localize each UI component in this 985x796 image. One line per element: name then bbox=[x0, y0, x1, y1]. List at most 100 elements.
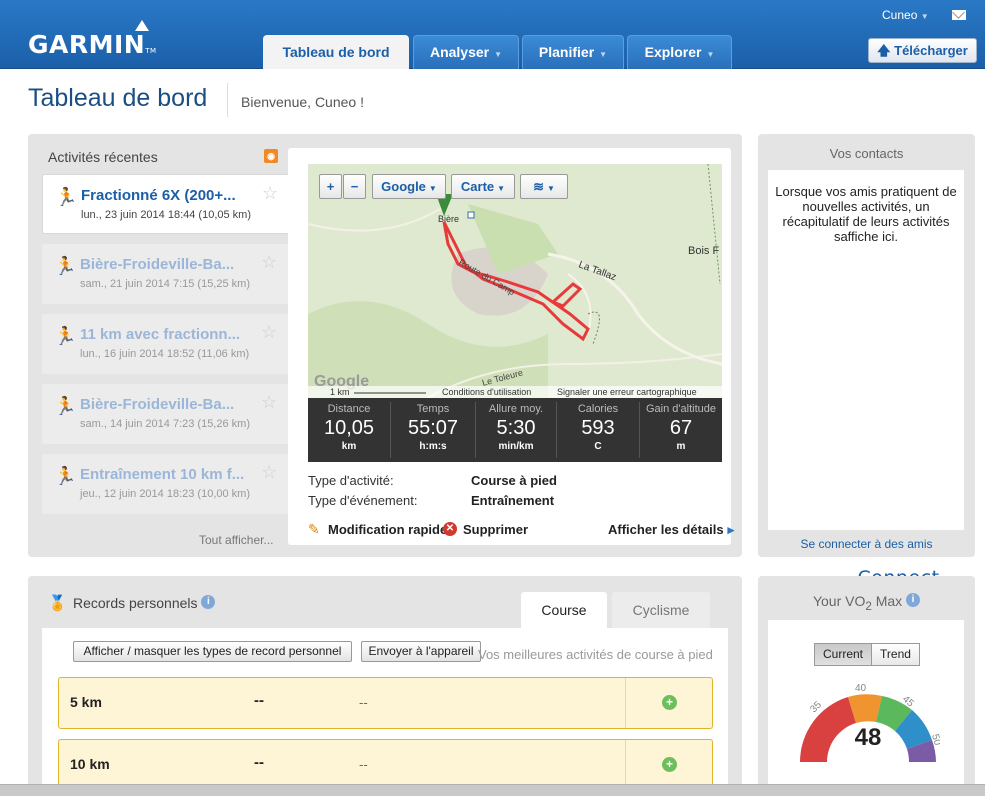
stat-label: Allure moy. bbox=[488, 403, 544, 415]
activity-item[interactable]: 🏃 11 km avec fractionn... lun., 16 juin … bbox=[42, 314, 292, 374]
star-icon[interactable]: ☆ bbox=[261, 462, 278, 482]
info-icon[interactable]: i bbox=[201, 595, 216, 609]
logo-tm: TM bbox=[145, 47, 157, 55]
chevron-right-icon: ▸ bbox=[727, 522, 735, 537]
vo2-title-pre: Your VO bbox=[812, 593, 866, 609]
add-icon[interactable]: + bbox=[662, 757, 677, 772]
star-icon[interactable]: ☆ bbox=[261, 322, 278, 342]
vo2-trend-toggle[interactable]: Trend bbox=[871, 643, 920, 666]
activity-date: sam., 14 juin 2014 7:23 (15,26 km) bbox=[80, 418, 250, 430]
stat-value: 55:07 bbox=[407, 417, 459, 439]
tab-cyclisme[interactable]: Cyclisme bbox=[612, 592, 710, 628]
activity-type-value[interactable]: Course à pied bbox=[471, 473, 557, 488]
contacts-body bbox=[768, 170, 964, 530]
stat-unit: min/km bbox=[498, 441, 534, 452]
activity-item[interactable]: 🏃 Bière-Froideville-Ba... sam., 21 juin … bbox=[42, 244, 292, 304]
toggle-record-types-button[interactable]: Afficher / masquer les types de record p… bbox=[73, 641, 352, 662]
stat-divider bbox=[390, 402, 391, 458]
activity-date: lun., 16 juin 2014 18:52 (11,06 km) bbox=[80, 348, 250, 360]
records-title: Records personnels i bbox=[73, 595, 216, 611]
gauge-tick: 30 bbox=[800, 737, 802, 750]
activity-name[interactable]: Fractionné 6X (200+... bbox=[81, 187, 236, 204]
star-icon[interactable]: ☆ bbox=[261, 392, 278, 412]
activity-date: jeu., 12 juin 2014 18:23 (10,00 km) bbox=[80, 488, 251, 500]
map-layers-select[interactable]: ≋ ▼ bbox=[520, 174, 568, 199]
show-details-link[interactable]: Afficher les détails ▸ bbox=[608, 522, 734, 538]
arrow-up-icon: 🡅 bbox=[877, 43, 891, 58]
medal-icon: 🏅 bbox=[48, 595, 67, 612]
chevron-down-icon: ▼ bbox=[497, 184, 506, 193]
stat-time: Temps 55:07 h:m:s bbox=[391, 398, 475, 462]
logo-brand: GARMIN bbox=[28, 30, 146, 59]
garmin-connect-logo[interactable]: GARMINConnectTM bbox=[28, 20, 939, 589]
activity-date: lun., 23 juin 2014 18:44 (10,05 km) bbox=[81, 209, 252, 221]
activity-name[interactable]: Bière-Froideville-Ba... bbox=[80, 396, 235, 413]
running-icon: 🏃 bbox=[54, 256, 77, 276]
stat-distance: Distance 10,05 km bbox=[308, 398, 390, 462]
send-to-device-button[interactable]: Envoyer à l'appareil bbox=[361, 641, 481, 662]
tab-analyser[interactable]: Analyser ▼ bbox=[413, 35, 519, 69]
stat-unit: h:m:s bbox=[419, 441, 447, 452]
map-type-label: Carte bbox=[460, 179, 495, 194]
delete-icon[interactable]: ✕ bbox=[443, 522, 457, 536]
record-row[interactable]: 5 km -- -- + bbox=[58, 677, 713, 729]
zoom-in-button[interactable]: + bbox=[319, 174, 342, 199]
page-header: Tableau de bord Bienvenue, Cuneo ! bbox=[0, 69, 985, 134]
stat-divider bbox=[639, 402, 640, 458]
tab-tableau-de-bord[interactable]: Tableau de bord bbox=[263, 35, 409, 69]
record-date: -- bbox=[359, 757, 368, 772]
chevron-down-icon: ▼ bbox=[920, 12, 929, 21]
activity-name[interactable]: 11 km avec fractionn... bbox=[80, 326, 241, 343]
map-provider-label: Google bbox=[381, 179, 426, 194]
map-provider-select[interactable]: Google ▼ bbox=[372, 174, 446, 199]
star-icon[interactable]: ☆ bbox=[261, 252, 278, 272]
zoom-out-button[interactable]: − bbox=[343, 174, 366, 199]
mail-icon[interactable] bbox=[952, 10, 966, 20]
map-label-bois: Bois F bbox=[688, 245, 719, 257]
map-report-link: Signaler une erreur cartographique bbox=[557, 387, 697, 397]
activity-item[interactable]: 🏃 Fractionné 6X (200+... lun., 23 juin 2… bbox=[42, 174, 292, 234]
activity-name[interactable]: Entraînement 10 km f... bbox=[80, 466, 245, 483]
running-icon: 🏃 bbox=[54, 396, 77, 416]
stat-calories: Calories 593 C bbox=[557, 398, 639, 462]
header-divider bbox=[227, 83, 228, 117]
pencil-icon[interactable]: ✎ bbox=[308, 521, 320, 537]
user-name: Cuneo bbox=[882, 8, 918, 22]
stat-value: 5:30 bbox=[496, 417, 536, 439]
vo2-current-toggle[interactable]: Current bbox=[814, 643, 872, 666]
record-row[interactable]: 10 km -- -- + bbox=[58, 739, 713, 791]
activity-item[interactable]: 🏃 Entraînement 10 km f... jeu., 12 juin … bbox=[42, 454, 292, 514]
map-canvas: Bière La Tallaz Bois F Route du Camp Le … bbox=[308, 164, 722, 398]
quick-edit-link[interactable]: Modification rapide bbox=[328, 522, 448, 537]
delete-link[interactable]: Supprimer bbox=[463, 522, 529, 537]
tab-label: Analyser bbox=[429, 44, 490, 60]
vo2-value: 48 bbox=[855, 724, 882, 751]
top-navigation-bar: GARMINConnectTM Tableau de bord Analyser… bbox=[0, 0, 985, 589]
show-all-link[interactable]: Tout afficher... bbox=[199, 533, 274, 547]
tab-planifier[interactable]: Planifier ▼ bbox=[522, 35, 624, 69]
recent-activities-title: Activités récentes bbox=[48, 149, 158, 165]
vo2-title: Your VO2 Max i bbox=[758, 593, 975, 613]
record-distance: 5 km bbox=[70, 694, 102, 710]
tab-label: Tableau de bord bbox=[282, 44, 390, 60]
stat-unit: km bbox=[341, 441, 357, 452]
activity-item[interactable]: 🏃 Bière-Froideville-Ba... sam., 14 juin … bbox=[42, 384, 292, 444]
record-date: -- bbox=[359, 695, 368, 710]
rss-icon[interactable]: ◉ bbox=[264, 149, 278, 163]
info-icon[interactable]: i bbox=[906, 593, 921, 607]
add-icon[interactable]: + bbox=[662, 695, 677, 710]
map-label-biere: Bière bbox=[438, 214, 459, 224]
activity-map[interactable]: Bière La Tallaz Bois F Route du Camp Le … bbox=[308, 164, 722, 398]
tab-explorer[interactable]: Explorer ▼ bbox=[627, 35, 732, 69]
map-type-select[interactable]: Carte ▼ bbox=[451, 174, 515, 199]
upload-button[interactable]: 🡅 Télécharger bbox=[868, 38, 977, 63]
star-icon[interactable]: ☆ bbox=[262, 183, 279, 203]
running-icon: 🏃 bbox=[54, 326, 77, 346]
records-title-text: Records personnels bbox=[73, 595, 198, 611]
event-type-value[interactable]: Entraînement bbox=[471, 493, 555, 508]
tab-course[interactable]: Course bbox=[521, 592, 607, 628]
tab-label: Planifier bbox=[538, 44, 595, 60]
activity-name[interactable]: Bière-Froideville-Ba... bbox=[80, 256, 235, 273]
user-menu[interactable]: Cuneo ▼ bbox=[882, 8, 929, 22]
connect-friends-link[interactable]: Se connecter à des amis bbox=[800, 537, 933, 551]
